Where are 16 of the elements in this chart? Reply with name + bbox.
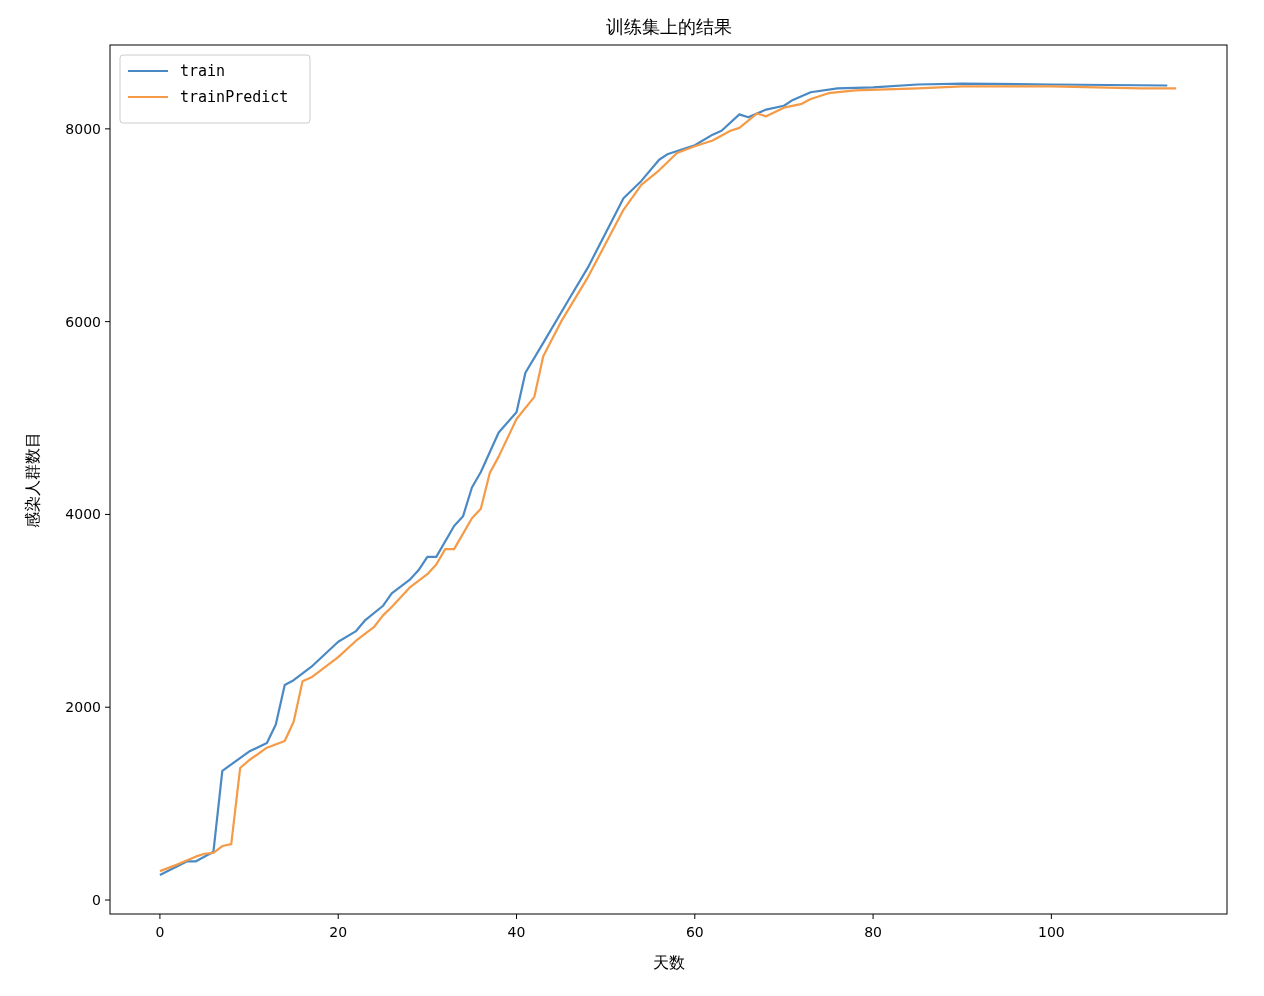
y-axis-title: 感染人群数目 — [23, 431, 42, 528]
legend-label: train — [180, 62, 226, 80]
y-tick-label: 2000 — [65, 699, 101, 716]
x-axis-title: 天数 — [652, 953, 685, 972]
x-tick-label: 60 — [685, 924, 704, 940]
x-tick-label: 20 — [329, 924, 348, 940]
y-tick-label: 4000 — [65, 506, 101, 523]
x-tick-label: 0 — [155, 924, 165, 940]
x-tick-label: 80 — [864, 924, 882, 940]
legend-label: trainPredict — [180, 88, 289, 106]
y-tick-label: 6000 — [65, 313, 101, 330]
y-tick-label: 8000 — [65, 120, 101, 137]
chart-title: 训练集上的结果 — [605, 16, 732, 37]
y-tick-label: 0 — [92, 892, 101, 909]
x-tick-label: 100 — [1038, 924, 1065, 940]
x-tick-label: 40 — [507, 924, 526, 940]
